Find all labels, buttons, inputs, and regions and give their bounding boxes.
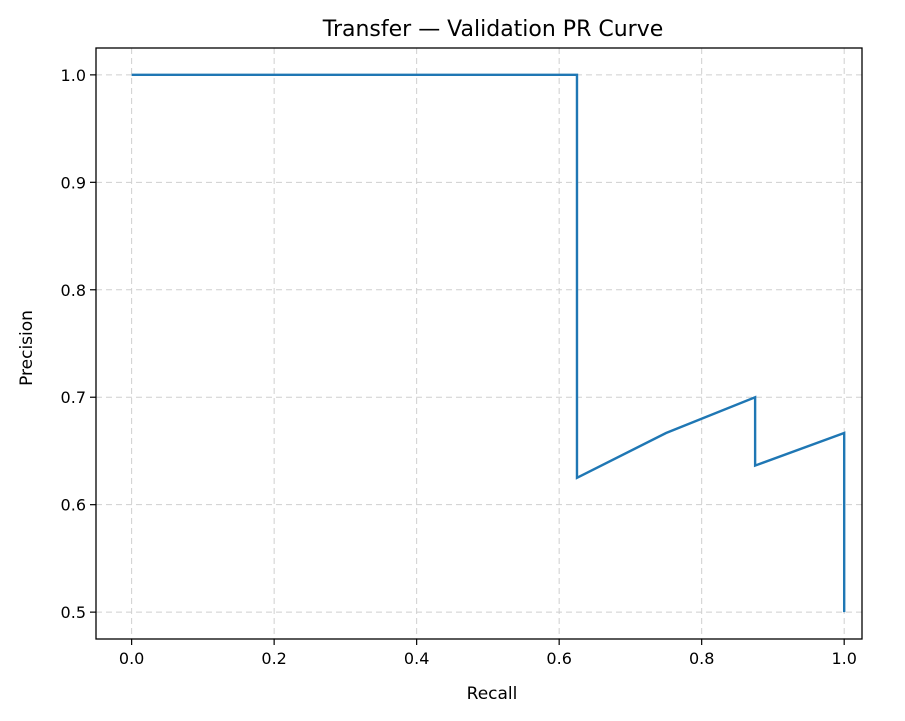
x-tick-label: 0.4 xyxy=(404,649,429,668)
x-tick-label: 0.0 xyxy=(119,649,144,668)
x-tick-label: 1.0 xyxy=(831,649,856,668)
y-tick-label: 0.7 xyxy=(61,388,86,407)
x-axis-ticks: 0.0 0.2 0.4 0.6 0.8 1.0 xyxy=(119,639,857,668)
pr-curve-line xyxy=(131,73,846,613)
plot-frame xyxy=(95,47,863,640)
x-tick-label: 0.8 xyxy=(689,649,714,668)
y-tick-label: 0.9 xyxy=(61,173,86,192)
chart-title: Transfer — Validation PR Curve xyxy=(322,17,664,42)
grid-lines xyxy=(96,48,862,639)
y-tick-label: 1.0 xyxy=(61,66,86,85)
y-tick-label: 0.6 xyxy=(61,496,86,515)
y-axis-label: Precision xyxy=(17,310,37,386)
y-tick-label: 0.8 xyxy=(61,281,86,300)
y-axis-ticks: 0.5 0.6 0.7 0.8 0.9 1.0 xyxy=(61,66,96,622)
series-layer xyxy=(131,73,846,613)
x-tick-label: 0.2 xyxy=(261,649,286,668)
x-tick-label: 0.6 xyxy=(546,649,571,668)
x-axis-label: Recall xyxy=(467,684,518,704)
y-tick-label: 0.5 xyxy=(61,603,86,622)
